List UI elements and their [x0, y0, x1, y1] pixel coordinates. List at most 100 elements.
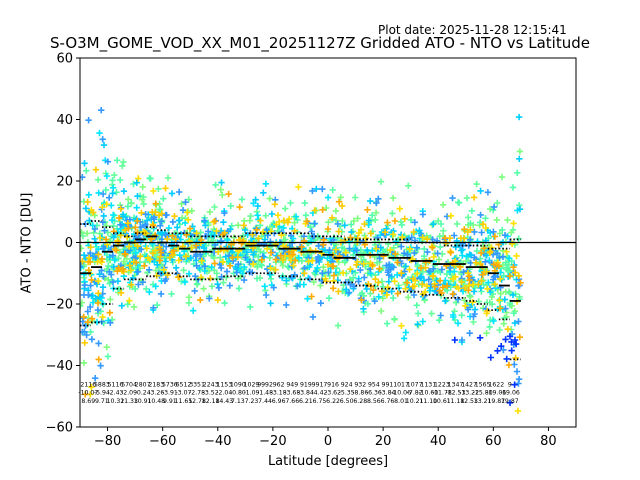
x-tick-label-40: 40	[430, 434, 447, 449]
scatter-series-7	[80, 166, 522, 362]
mean-label-21: -6.36	[366, 390, 382, 397]
std-label-11: 7.13	[231, 398, 245, 405]
count-label-8: 3351	[189, 381, 205, 388]
y-tick-label-20: 20	[56, 175, 73, 190]
x-tick-label-20: 20	[375, 434, 392, 449]
mean-label-12: -1.09	[243, 390, 259, 397]
mean-label-19: -5.35	[339, 390, 355, 397]
x-tick-label--80: −80	[94, 434, 121, 449]
std-label-3: 11.33	[120, 398, 138, 405]
mean-label-23: -10.06	[391, 390, 411, 397]
std-label-0: 8.69	[81, 398, 95, 405]
std-label-6: 9.91	[163, 398, 177, 405]
std-label-9: 12.18	[202, 398, 220, 405]
x-tick-label--20: −20	[259, 434, 286, 449]
mean-label-27: -12.53	[445, 390, 465, 397]
x-tick-label-80: 80	[540, 434, 557, 449]
std-label-4: 10.91	[134, 398, 152, 405]
y-tick-label-60: 60	[56, 52, 73, 67]
count-label-14: 962	[273, 381, 285, 388]
std-label-16: 6.21	[299, 398, 313, 405]
y-tick-label--60: −60	[46, 421, 73, 436]
mean-label-22: -3.84	[379, 390, 395, 397]
std-label-2: 10.32	[107, 398, 125, 405]
mean-label-9: -3.52	[203, 390, 219, 397]
count-label-19: 924	[341, 381, 353, 388]
count-label-18: 916	[327, 381, 339, 388]
count-label-7: 6512	[176, 381, 192, 388]
mean-label-30: -19.06	[486, 390, 506, 397]
y-tick-label-40: 40	[56, 113, 73, 128]
mean-label-28: -13.22	[459, 390, 479, 397]
mean-label-16: -3.84	[298, 390, 314, 397]
count-label-25: 1131	[420, 381, 436, 388]
count-label-23: 1017	[393, 381, 409, 388]
count-label-16: 919	[300, 381, 312, 388]
std-label-15: 7.66	[285, 398, 299, 405]
mean-label-14: -3.18	[271, 390, 287, 397]
mean-label-3: -2.09	[121, 390, 137, 397]
mean-label-10: -2.04	[216, 390, 232, 397]
count-label-31: 9	[508, 381, 512, 388]
mean-label-15: -3.68	[284, 390, 300, 397]
mean-label-4: -0.24	[135, 390, 151, 397]
bin-statistics	[80, 220, 576, 361]
plot-date: Plot date: 2025-11-28 12:15:41	[378, 23, 567, 37]
mean-label-26: -11.78	[432, 390, 452, 397]
mean-label-31: -19.06	[500, 390, 520, 397]
chart-title: S-O3M_GOME_VOD_XX_M01_20251127Z Gridded …	[49, 34, 590, 52]
count-label-17: 9917	[312, 381, 328, 388]
std-label-17: 6.75	[313, 398, 327, 405]
x-tick-label--40: −40	[204, 434, 231, 449]
std-label-24: 10.21	[406, 398, 424, 405]
mean-label-18: -3.62	[325, 390, 341, 397]
std-label-5: 10.48	[147, 398, 165, 405]
count-label-2: 5116	[108, 381, 124, 388]
std-label-7: 11.65	[175, 398, 193, 405]
std-label-26: 10.61	[433, 398, 451, 405]
count-label-5: 2183	[148, 381, 164, 388]
mean-label-13: -1.48	[257, 390, 273, 397]
count-label-6: 5736	[162, 381, 178, 388]
std-label-31: 19.87	[501, 398, 519, 405]
mean-label-6: -3.91	[162, 390, 178, 397]
count-label-15: 949	[286, 381, 298, 388]
bin-annotations: 2116588351165704280721835736651233512243…	[78, 381, 520, 405]
mean-label-2: -2.43	[107, 390, 123, 397]
count-label-28: 1427	[461, 381, 477, 388]
std-label-28: 12.53	[460, 398, 478, 405]
y-tick-label--20: −20	[46, 298, 73, 313]
count-label-21: 954	[368, 381, 380, 388]
x-tick-label-0: 0	[324, 434, 332, 449]
mean-label-24: -7.82	[407, 390, 423, 397]
std-label-8: 12.78	[188, 398, 206, 405]
count-label-10: 1153	[216, 381, 232, 388]
y-tick-label-0: 0	[65, 236, 73, 251]
count-label-22: 991	[382, 381, 394, 388]
axis-ticks: −80 −60 −40 −20 0 20 40 60 80 −60 −40 −20 0 20 40 60	[46, 52, 557, 450]
scatter-series-9	[451, 333, 520, 406]
count-label-26: 1223	[434, 381, 450, 388]
std-label-12: 7.23	[245, 398, 259, 405]
mean-label-8: -2.78	[189, 390, 205, 397]
std-label-10: 14.43	[215, 398, 233, 405]
std-label-20: 6.28	[353, 398, 367, 405]
count-label-1: 5883	[94, 381, 110, 388]
scatter-points	[80, 107, 524, 415]
std-label-13: 7.44	[258, 398, 272, 405]
y-tick-label--40: −40	[46, 359, 73, 374]
x-tick-label-60: 60	[485, 434, 502, 449]
count-label-3: 5704	[121, 381, 137, 388]
mean-label-5: -3.26	[148, 390, 164, 397]
std-label-1: 9.71	[95, 398, 109, 405]
x-axis-label: Latitude [degrees]	[267, 454, 389, 469]
std-label-27: 11.18	[447, 398, 465, 405]
std-label-21: 8.56	[367, 398, 381, 405]
mean-label-7: -3.07	[175, 390, 191, 397]
count-label-20: 932	[354, 381, 366, 388]
mean-label-29: -15.80	[473, 390, 493, 397]
count-label-30: 1622	[488, 381, 504, 388]
count-label-11: 1090	[230, 381, 246, 388]
mean-label-20: -8.86	[352, 390, 368, 397]
